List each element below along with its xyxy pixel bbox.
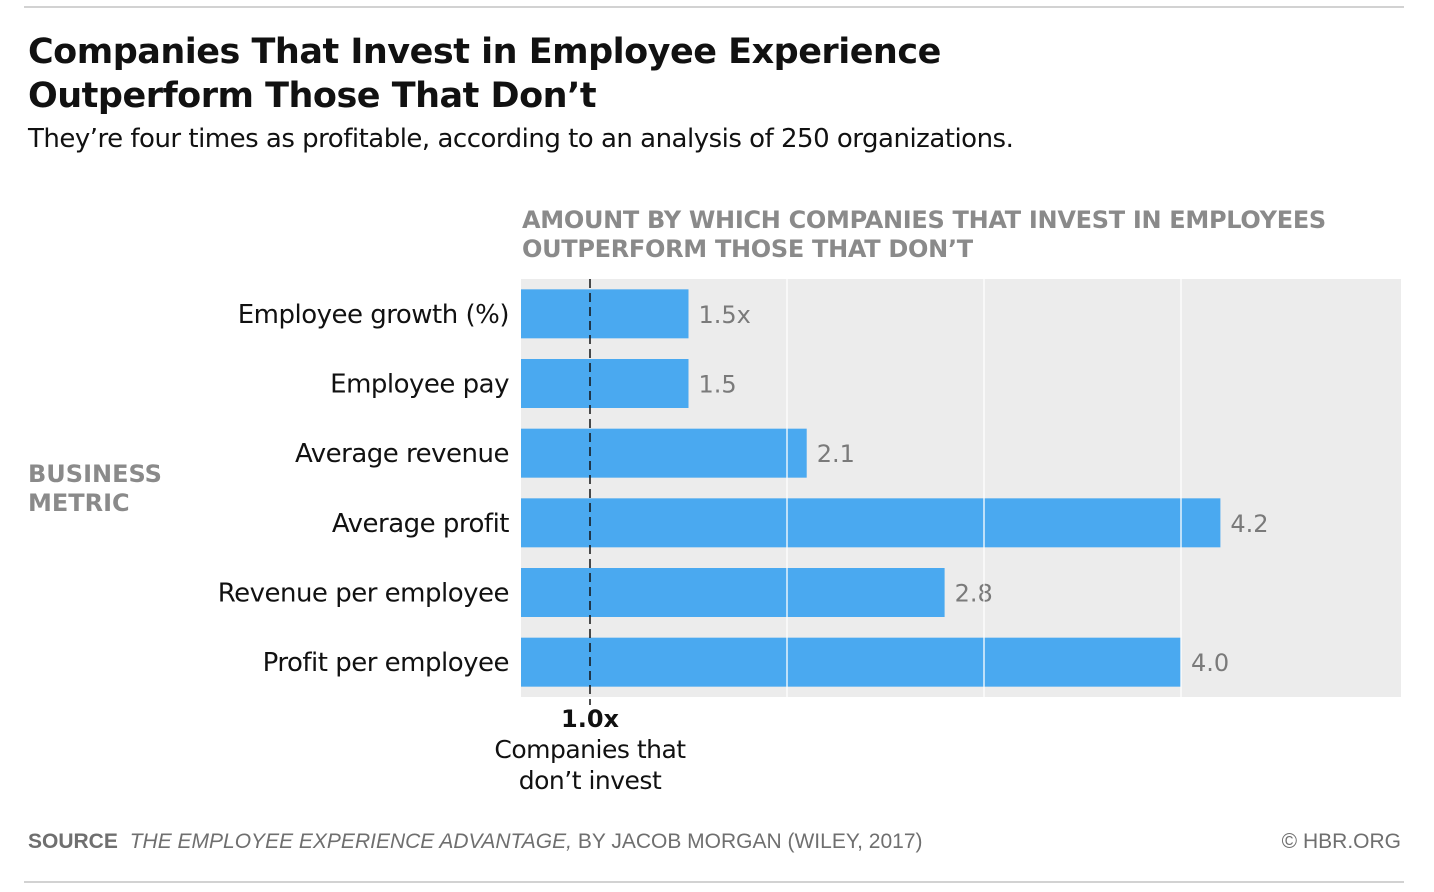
reference-caption-line-2: don’t invest [519,766,662,795]
source-details: BY JACOB MORGAN (WILEY, 2017) [577,830,923,853]
top-rule [24,6,1404,8]
chart-title-line-2: Outperform Those That Don’t [28,76,597,116]
bar-value-label: 4.0 [1191,649,1229,677]
source-book-title: THE EMPLOYEE EXPERIENCE ADVANTAGE, [129,830,572,853]
plot-background [521,279,1401,697]
category-label: Average revenue [295,439,509,469]
y-axis-title: BUSINESS METRIC [28,460,162,518]
bar-value-label: 1.5 [699,371,737,399]
bar-value-label: 1.5x [699,301,751,329]
reference-value-label: 1.0x [561,705,620,733]
x-axis-heading-line-1: AMOUNT BY WHICH COMPANIES THAT INVEST IN… [522,206,1326,234]
y-axis-title-line-2: METRIC [28,489,130,517]
bar [521,637,1181,687]
copyright-credit: © HBR.ORG [1281,830,1401,853]
reference-caption-line-1: Companies that [494,735,686,764]
bar [521,289,689,339]
bar-value-label: 2.8 [955,580,993,608]
x-axis-heading: AMOUNT BY WHICH COMPANIES THAT INVEST IN… [522,206,1422,264]
x-axis-heading-line-2: OUTPERFORM THOSE THAT DON’T [522,235,973,263]
chart-subtitle: They’re four times as profitable, accord… [28,124,1014,154]
chart-title: Companies That Invest in Employee Experi… [28,30,1128,118]
source-note: SOURCE THE EMPLOYEE EXPERIENCE ADVANTAGE… [28,830,923,854]
bar [521,359,689,408]
bar-value-label: 4.2 [1230,510,1268,538]
bar [521,568,945,617]
bottom-rule [24,881,1404,883]
source-label: SOURCE [28,830,118,853]
category-label: Average profit [332,509,509,539]
category-label: Employee pay [330,370,509,400]
category-label: Employee growth (%) [238,300,509,330]
category-label: Profit per employee [263,648,509,678]
category-label: Revenue per employee [218,579,509,609]
bar-value-label: 2.1 [817,440,855,468]
chart-title-line-1: Companies That Invest in Employee Experi… [28,32,941,72]
y-axis-title-line-1: BUSINESS [28,460,162,488]
bar [521,428,807,478]
bar [521,498,1221,548]
